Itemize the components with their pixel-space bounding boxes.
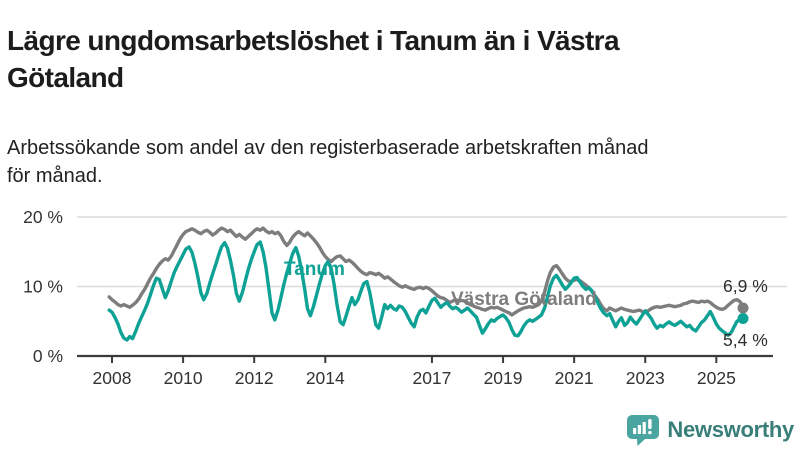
newsworthy-logo[interactable]: Newsworthy bbox=[626, 413, 794, 447]
x-tick-label-2010: 2010 bbox=[164, 368, 203, 388]
unemployment-line-chart: 2008 2010 2012 2014 2017 2019 2021 2023 2025 0 % 1… bbox=[0, 195, 800, 405]
series-label-v-stra-g-taland: Västra Götaland bbox=[451, 289, 597, 310]
series-line-v-stra-g-taland bbox=[107, 226, 745, 317]
x-tick-label-2012: 2012 bbox=[235, 368, 274, 388]
newsworthy-speech-bubble-bar-chart-icon bbox=[627, 415, 660, 446]
y-tick-label-10: 10 % bbox=[23, 277, 63, 297]
x-tick-label-2023: 2023 bbox=[626, 368, 665, 388]
end-dot-tanum bbox=[737, 312, 749, 324]
x-tick-label-2021: 2021 bbox=[555, 368, 594, 388]
series-line-tanum bbox=[107, 240, 745, 342]
x-tick-label-2025: 2025 bbox=[697, 368, 736, 388]
x-tick-label-2014: 2014 bbox=[306, 368, 345, 388]
series-label-tanum: Tanum bbox=[284, 259, 345, 280]
page-title: Lägre ungdomsarbetslöshet i Tanum än i V… bbox=[7, 23, 747, 97]
y-tick-label-20: 20 % bbox=[23, 207, 63, 227]
end-dot-v-stra-g-taland bbox=[737, 302, 749, 314]
chart-subtitle: Arbetssökande som andel av den registerb… bbox=[7, 134, 767, 190]
title-line-1: Lägre ungdomsarbetslöshet i Tanum än i V… bbox=[7, 24, 620, 56]
y-tick-label-0: 0 % bbox=[33, 346, 63, 366]
x-tick-label-2019: 2019 bbox=[484, 368, 523, 388]
title-line-2: Götaland bbox=[7, 61, 124, 93]
x-tick-label-2017: 2017 bbox=[412, 368, 451, 388]
chart-canvas: 2008 2010 2012 2014 2017 2019 2021 2023 2025 0 % 1… bbox=[23, 207, 787, 388]
newsworthy-wordmark: Newsworthy bbox=[667, 417, 794, 442]
x-tick-label-2008: 2008 bbox=[93, 368, 132, 388]
end-value-label-tanum: 5,4 % bbox=[723, 330, 768, 350]
end-value-label-v-stra-g-taland: 6,9 % bbox=[723, 276, 768, 296]
subtitle-line-2: för månad. bbox=[7, 165, 103, 187]
subtitle-line-1: Arbetssökande som andel av den registerb… bbox=[7, 137, 649, 159]
